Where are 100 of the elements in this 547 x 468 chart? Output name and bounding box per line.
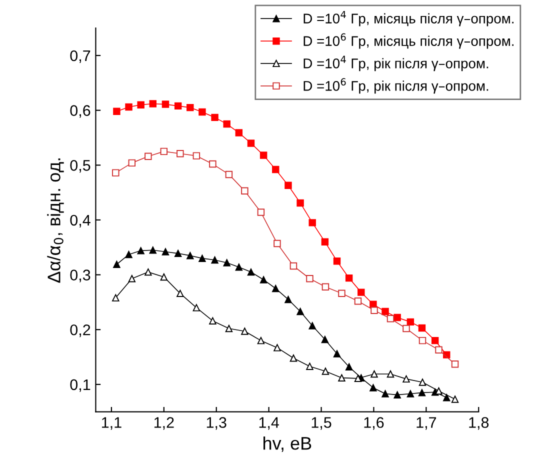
point [435, 346, 442, 354]
point [321, 238, 329, 246]
point [406, 318, 414, 326]
y-tick-label: 0,6 [70, 105, 90, 118]
point [321, 336, 329, 344]
point [174, 102, 182, 110]
point [209, 160, 216, 168]
point [358, 288, 365, 296]
point [296, 308, 304, 316]
point [322, 368, 330, 375]
point [354, 297, 362, 305]
point [223, 120, 230, 128]
point [162, 100, 170, 108]
point [223, 259, 230, 266]
point [290, 262, 298, 270]
y-tick-label: 0,5 [70, 160, 90, 173]
point [257, 208, 265, 216]
point [162, 248, 170, 256]
point [128, 159, 136, 167]
point [192, 152, 200, 160]
y-tick-label: 0,3 [70, 270, 90, 282]
point [274, 344, 281, 352]
point [306, 362, 314, 370]
point [235, 264, 243, 271]
point [290, 354, 298, 362]
point [406, 390, 414, 398]
point [296, 199, 304, 207]
point [394, 314, 401, 322]
point [113, 108, 120, 116]
point [149, 246, 157, 254]
point [113, 260, 120, 268]
point [306, 275, 314, 282]
point [198, 108, 206, 116]
point [370, 306, 378, 314]
point [370, 384, 377, 392]
point [137, 247, 144, 254]
point [125, 103, 132, 111]
point [144, 268, 152, 276]
point [198, 254, 206, 262]
point [186, 252, 194, 260]
point [274, 240, 281, 248]
point [144, 152, 152, 160]
point [160, 273, 168, 281]
point [128, 275, 136, 282]
point [112, 169, 120, 176]
point [402, 324, 410, 332]
point [370, 370, 378, 378]
point [382, 308, 389, 316]
point [443, 394, 450, 402]
point [272, 166, 280, 174]
point [260, 276, 268, 284]
point [354, 374, 362, 382]
point [235, 129, 243, 136]
point [284, 296, 292, 304]
y-tick-label: 0,2 [70, 324, 90, 338]
x-tick-label: 1,2 [154, 417, 174, 430]
x-tick-label: 1,7 [416, 417, 436, 430]
x-axis-title: hv, eB [264, 436, 312, 452]
x-tick-label: 1,6 [364, 417, 384, 430]
point [149, 100, 157, 108]
point [308, 219, 316, 226]
point [112, 294, 120, 302]
x-tick-label: 1,8 [469, 417, 489, 430]
x-tick-label: 1,5 [312, 417, 332, 430]
legend-label: D =10$^{6}$ Гр, місяць після γ–опром. [304, 33, 514, 49]
y-tick-label: 0,1 [70, 379, 90, 392]
y-tick-label: 0,4 [70, 214, 90, 228]
point [174, 250, 182, 258]
point [431, 336, 439, 344]
point [402, 375, 410, 383]
point [241, 187, 248, 195]
point [333, 257, 341, 265]
point [418, 378, 426, 386]
y-axis-title: Δα/α$_{0}$, відн. од. [47, 158, 64, 283]
legend-label: D =10$^{6}$ Гр, рік після γ–опром. [304, 78, 488, 94]
point [382, 390, 389, 398]
point [308, 322, 316, 330]
point [125, 250, 132, 258]
point [338, 290, 346, 298]
point [418, 324, 426, 332]
point [225, 170, 233, 178]
y-tick-label: 0,7 [70, 50, 90, 63]
point [160, 148, 168, 156]
x-tick-label: 1,4 [259, 417, 279, 430]
point [192, 304, 200, 312]
legend-label: D =10$^{4}$ Гр, рік після γ–опром. [304, 56, 488, 72]
point [186, 104, 194, 112]
point [345, 274, 353, 282]
point [211, 114, 218, 122]
point [418, 389, 426, 396]
point [247, 140, 255, 147]
point [418, 336, 426, 344]
point [451, 396, 459, 403]
legend-label: D =10$^{4}$ Гр, місяць після γ–опром. [304, 10, 514, 26]
point [394, 391, 401, 398]
point [386, 315, 394, 322]
point [211, 256, 218, 264]
point [260, 152, 268, 159]
point [137, 101, 144, 108]
point [209, 317, 216, 324]
